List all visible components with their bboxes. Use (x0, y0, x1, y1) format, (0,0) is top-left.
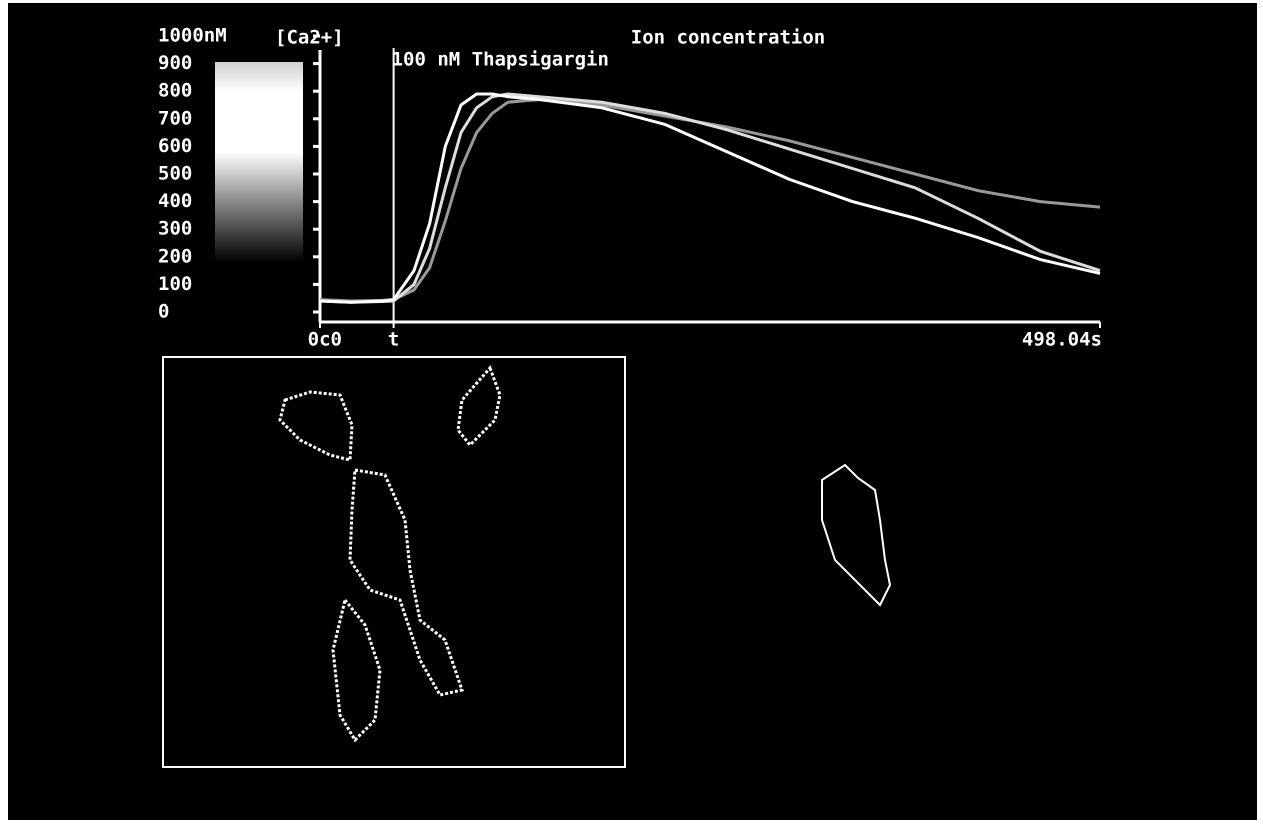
color-bar (215, 62, 303, 262)
screen: [Ca2+] Ion concentration 0 100 200 300 400 50… (0, 0, 1263, 828)
y-tick-label: 700 (158, 107, 192, 129)
y-tick-label: 100 (158, 273, 192, 295)
x-tick-label: 498.04s (1022, 329, 1102, 351)
y-tick-label: 200 (158, 245, 192, 267)
y-axis-label: [Ca2+] (275, 27, 344, 49)
y-tick-label: 900 (158, 52, 192, 74)
y-tick-label: 0 (158, 301, 169, 323)
y-tick-label: 500 (158, 163, 192, 185)
y-tick-label: 800 (158, 80, 192, 102)
y-tick-label: 400 (158, 190, 192, 212)
y-tick-label: 600 (158, 135, 192, 157)
x-tick-label: t (388, 329, 399, 351)
chart-title: Ion concentration (631, 27, 825, 49)
annotation: 100 nM Thapsigargin (392, 49, 609, 71)
y-tick-label: 1000nM (158, 25, 227, 47)
x-tick-label: 0c0 (308, 329, 342, 351)
y-tick-label: 300 (158, 218, 192, 240)
display (8, 3, 1257, 820)
